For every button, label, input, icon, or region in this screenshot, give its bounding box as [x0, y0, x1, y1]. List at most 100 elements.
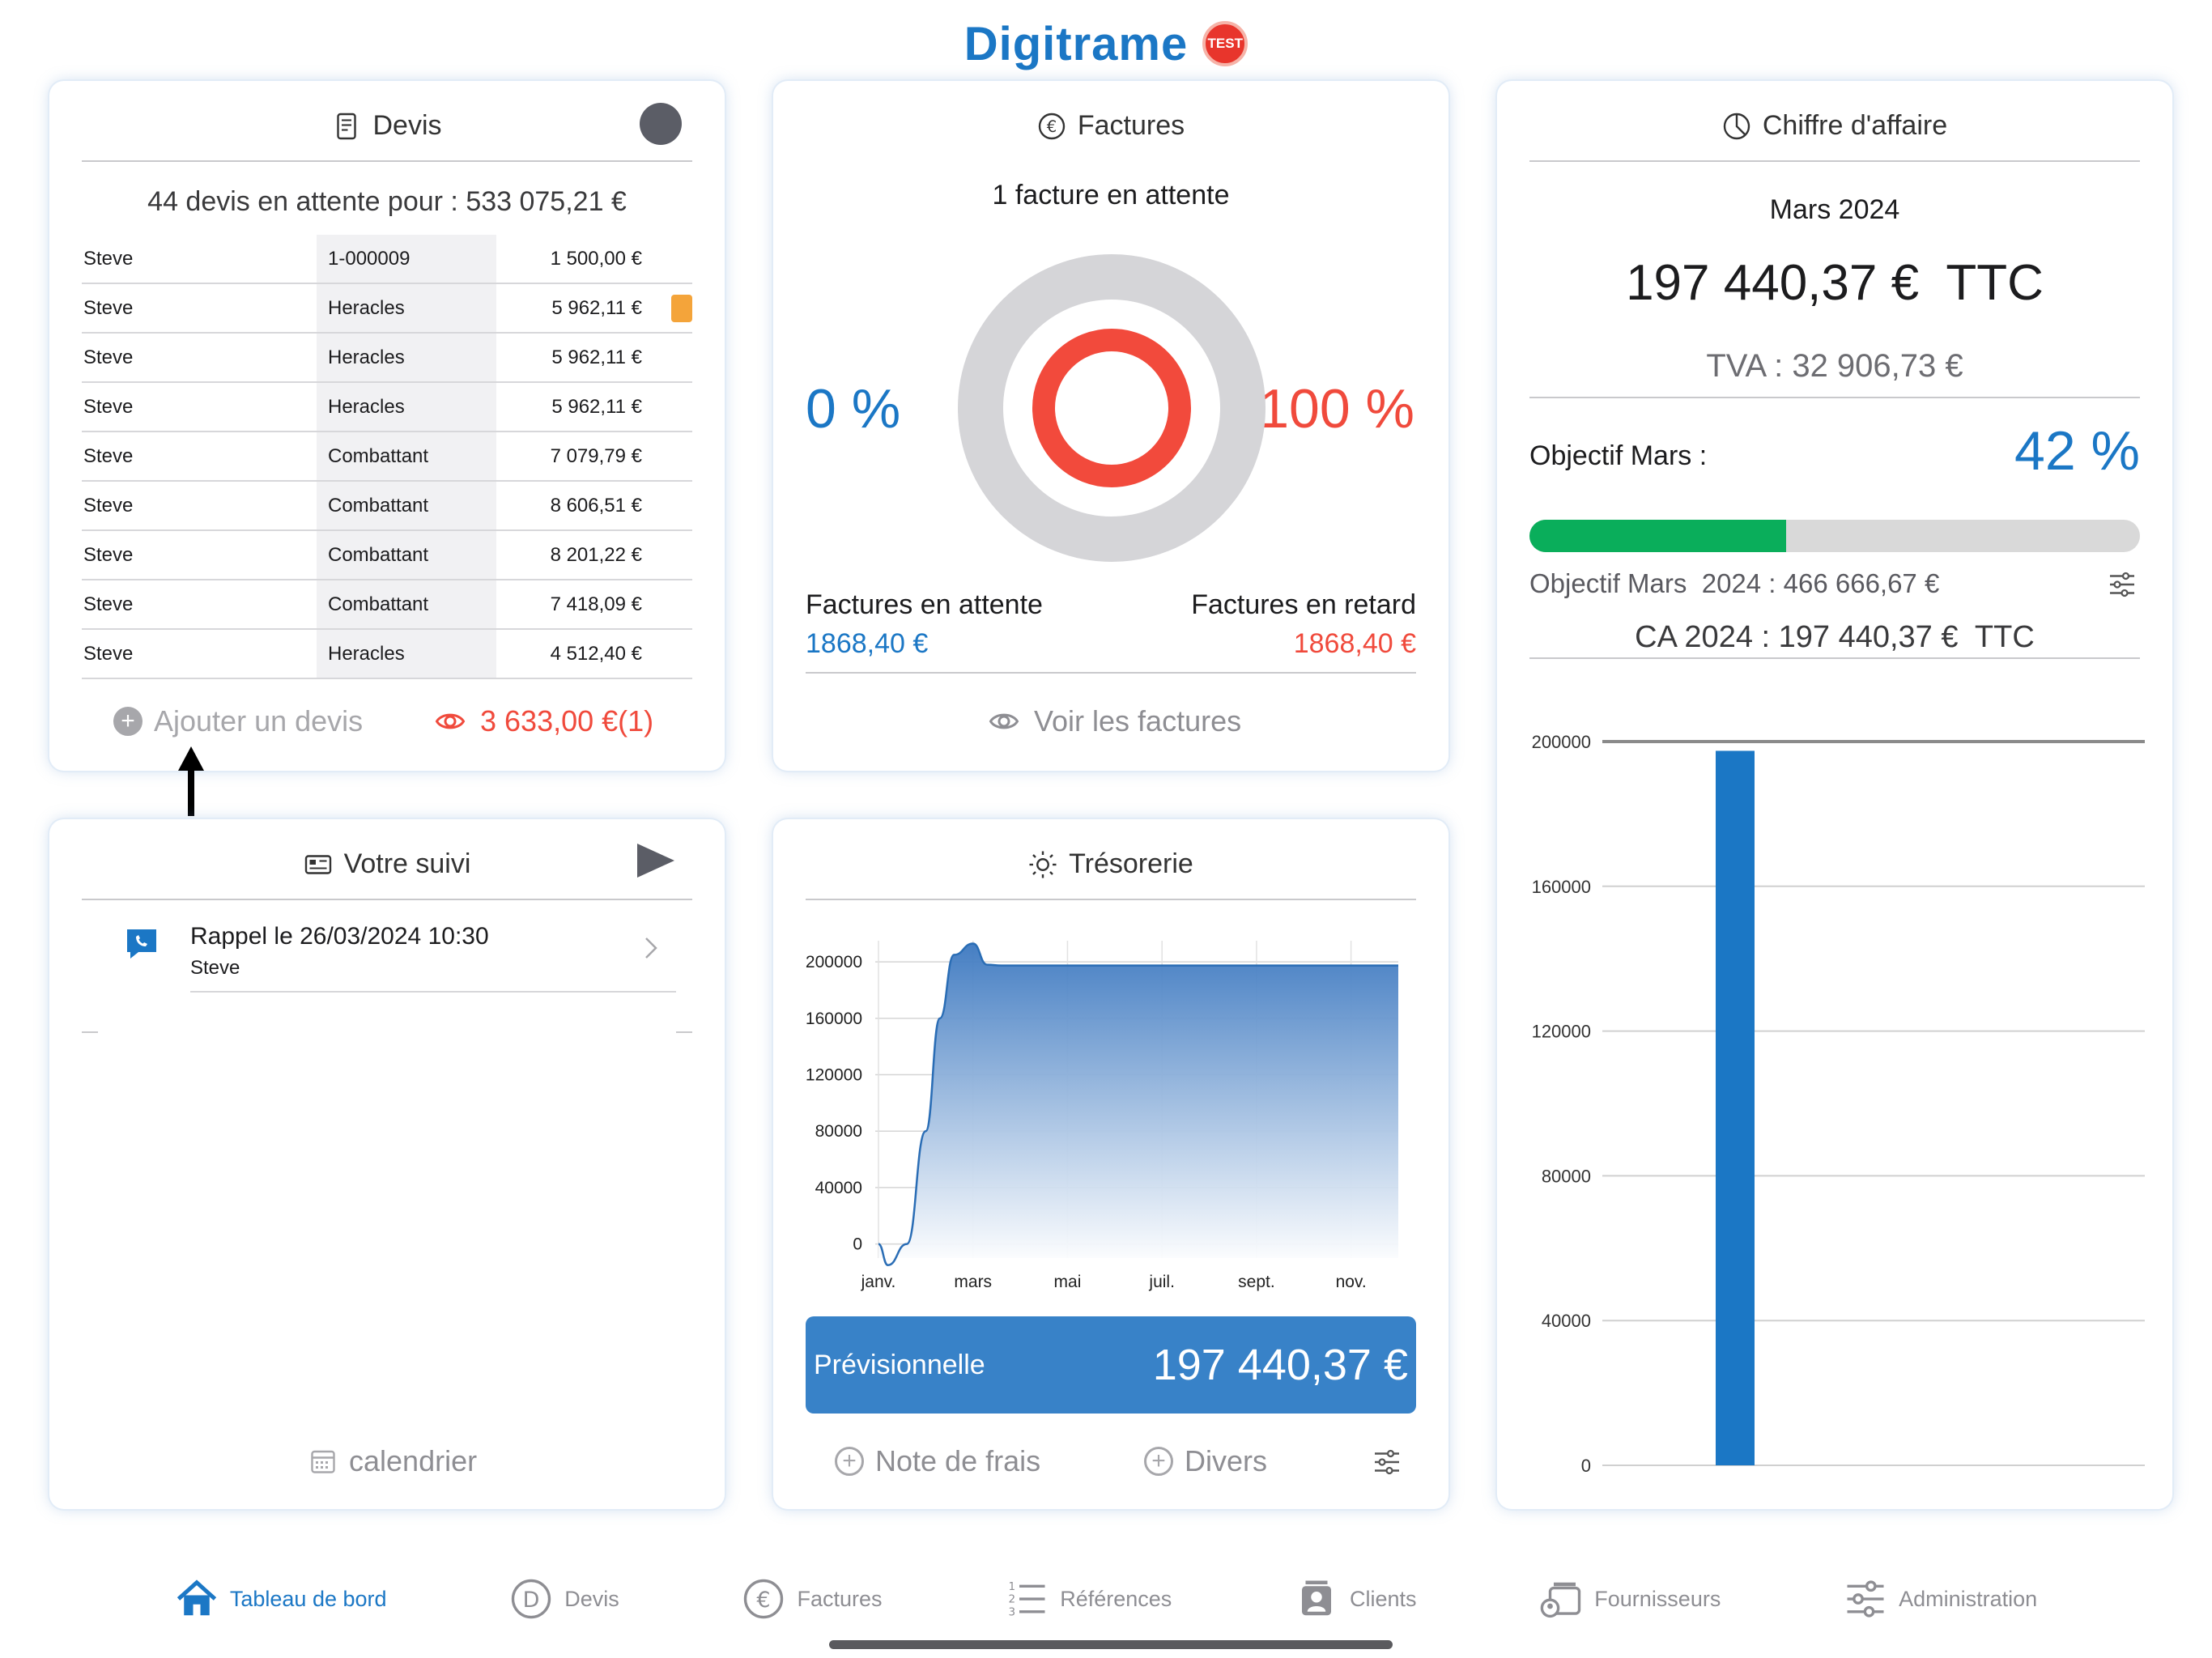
devis-client: Steve	[83, 543, 134, 566]
sliders-icon	[1847, 1580, 1884, 1618]
svg-text:€: €	[757, 1588, 771, 1613]
factures-card: € Factures 1 facture en attente 0 % 100 …	[773, 81, 1448, 771]
nav-clients[interactable]: Clients	[1295, 1577, 1417, 1621]
devis-row[interactable]: Steve Combattant 8 606,51 €	[82, 482, 692, 531]
view-factures-button[interactable]: Voir les factures	[985, 704, 1241, 738]
ca-month: Mars 2024	[1769, 194, 1900, 225]
euro-circle-icon: €	[1038, 113, 1066, 139]
pending-devis-link[interactable]: 3 633,00 €(1)	[432, 704, 653, 738]
objective-settings-icon[interactable]	[2106, 570, 2138, 599]
x-tick-label: sept.	[1238, 1273, 1275, 1291]
devis-status-dot[interactable]	[640, 103, 682, 145]
devis-row[interactable]: Steve 1-000009 1 500,00 €	[82, 235, 692, 284]
devis-amount: 8 606,51 €	[550, 494, 642, 517]
y-tick-label: 160000	[1532, 877, 1591, 897]
y-tick-label: 160000	[806, 1010, 862, 1028]
svg-text:2: 2	[1009, 1593, 1016, 1606]
paid-percent: 0 %	[806, 378, 901, 440]
x-tick-label: mai	[1054, 1273, 1082, 1291]
nav-label: Factures	[797, 1586, 883, 1611]
phone-icon	[127, 929, 156, 959]
y-tick-label: 80000	[815, 1122, 862, 1141]
clients-icon	[1302, 1580, 1332, 1616]
nav-label: Tableau de bord	[229, 1586, 387, 1611]
devis-amount: 4 512,40 €	[550, 642, 642, 665]
svg-text:D: D	[523, 1588, 540, 1613]
devis-table: Steve 1-000009 1 500,00 € Steve Heracles 5 96…	[82, 235, 692, 679]
divider	[82, 1031, 98, 1033]
add-note-frais-button[interactable]: + Note de frais	[835, 1444, 1040, 1478]
ca-tva: TVA : 32 906,73 €	[1706, 348, 1963, 384]
late-ring	[1032, 329, 1191, 487]
divider	[1529, 397, 2140, 398]
add-icon: +	[113, 707, 143, 736]
y-tick-label: 200000	[806, 953, 862, 971]
ca-year: CA 2024 : 197 440,37 € TTC	[1635, 620, 2035, 654]
y-tick-label: 0	[1581, 1456, 1591, 1476]
euro-icon: €	[744, 1579, 784, 1619]
tresorerie-settings-icon[interactable]	[1371, 1448, 1403, 1477]
forecast-label: Prévisionnelle	[814, 1349, 985, 1380]
calendar-label: calendrier	[349, 1444, 478, 1477]
nav-administration[interactable]: Administration	[1844, 1577, 2037, 1621]
add-devis-button[interactable]: + Ajouter un devis	[113, 704, 363, 738]
svg-text:3: 3	[1009, 1605, 1016, 1618]
view-factures-label: Voir les factures	[1034, 704, 1242, 738]
suivi-item[interactable]: Rappel le 26/03/2024 10:30 Steve	[122, 908, 676, 993]
nav-label: Clients	[1350, 1586, 1417, 1611]
devis-client: Steve	[83, 494, 134, 517]
calendar-button[interactable]: calendrier	[308, 1444, 477, 1478]
y-tick-label: 120000	[1532, 1022, 1591, 1042]
devis-row[interactable]: Steve Heracles 5 962,11 €	[82, 334, 692, 383]
devis-row[interactable]: Steve Combattant 7 418,09 €	[82, 580, 692, 630]
suivi-item-title: Rappel le 26/03/2024 10:30	[190, 923, 489, 950]
devis-amount: 1 500,00 €	[550, 247, 642, 270]
app-header: Digitrame TEST	[0, 11, 2212, 76]
y-tick-label: 0	[853, 1235, 862, 1254]
devis-card-title: Devis	[49, 110, 725, 142]
home-icon	[177, 1579, 217, 1616]
nav-fournisseurs[interactable]: Fournisseurs	[1539, 1577, 1721, 1621]
late-percent: 100 %	[1258, 378, 1414, 440]
nav-devis[interactable]: D Devis	[509, 1577, 619, 1621]
devis-client: Steve	[83, 444, 134, 467]
devis-amount: 8 201,22 €	[550, 543, 642, 566]
devis-row[interactable]: Steve Combattant 8 201,22 €	[82, 531, 692, 580]
list-icon: 123	[1009, 1580, 1045, 1618]
nav-tableau-de-bord[interactable]: Tableau de bord	[175, 1577, 387, 1621]
add-divers-button[interactable]: + Divers	[1144, 1444, 1267, 1478]
divers-label: Divers	[1185, 1444, 1268, 1477]
add-icon: +	[1144, 1447, 1173, 1476]
y-tick-label: 200000	[1532, 732, 1591, 752]
devis-row[interactable]: Steve Heracles 5 962,11 €	[82, 383, 692, 432]
devis-reference: Combattant	[317, 580, 496, 628]
pending-devis-amount: 3 633,00 €(1)	[480, 704, 654, 738]
devis-client: Steve	[83, 247, 134, 270]
devis-reference: 1-000009	[317, 235, 496, 283]
nav-label: Fournisseurs	[1594, 1586, 1721, 1611]
late-value: 1868,40 €	[1293, 628, 1416, 659]
divider	[1529, 657, 2140, 659]
nav-factures[interactable]: € Factures	[742, 1577, 883, 1621]
document-badge-icon[interactable]	[671, 294, 692, 322]
devis-amount: 5 962,11 €	[551, 346, 642, 368]
devis-row[interactable]: Steve Combattant 7 079,79 €	[82, 432, 692, 482]
y-tick-label: 120000	[806, 1066, 862, 1085]
devis-client: Steve	[83, 395, 134, 418]
ca-amount: 197 440,37 € TTC	[1626, 255, 2044, 311]
devis-row[interactable]: Steve Heracles 5 962,11 €	[82, 284, 692, 334]
play-icon[interactable]	[636, 842, 676, 879]
suivi-title: Votre suivi	[343, 848, 471, 879]
objective-percent: 42 %	[2014, 420, 2140, 482]
devis-client: Steve	[83, 296, 134, 319]
y-tick-label: 80000	[1542, 1166, 1591, 1186]
devis-reference: Combattant	[317, 482, 496, 529]
home-indicator[interactable]	[829, 1640, 1393, 1649]
devis-reference: Combattant	[317, 531, 496, 579]
factures-title: Factures	[1077, 110, 1185, 141]
eye-icon	[435, 713, 466, 729]
sun-icon	[1029, 851, 1057, 878]
waiting-value: 1868,40 €	[806, 628, 929, 659]
devis-row[interactable]: Steve Heracles 4 512,40 €	[82, 630, 692, 679]
